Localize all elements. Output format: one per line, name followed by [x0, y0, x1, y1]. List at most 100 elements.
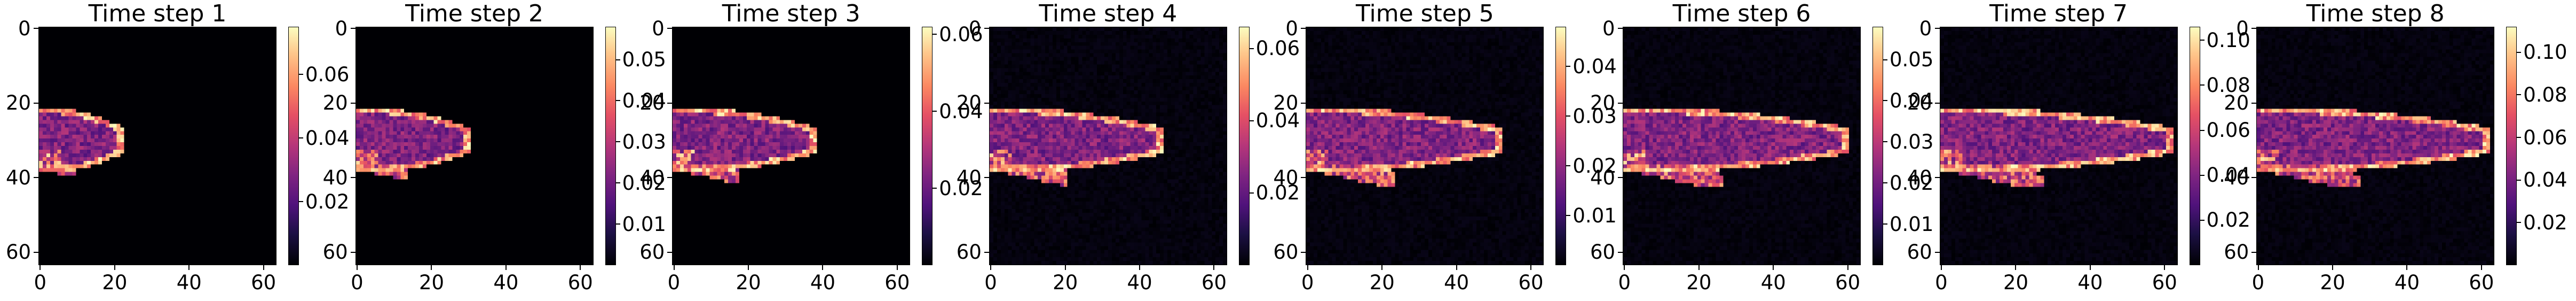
y-tick-mark: [667, 102, 673, 104]
x-tick-label: 40: [176, 271, 202, 294]
y-tick-mark: [984, 28, 989, 29]
x-tick-label: 60: [1201, 271, 1227, 294]
y-tick-mark: [1618, 102, 1623, 104]
colorbar-tick-mark: [1883, 182, 1887, 184]
subplot-title: Time step 7: [1989, 0, 2128, 27]
y-tick-label: 0: [2236, 17, 2249, 40]
colorbar-tick-label: 0.04: [2523, 168, 2567, 192]
colorbar: [1872, 27, 1883, 265]
x-tick-label: 60: [1835, 271, 1861, 294]
colorbar-tick-label: 0.04: [1573, 55, 1617, 78]
y-tick-label: 20: [956, 91, 982, 115]
colorbar-tick-mark: [1249, 120, 1254, 121]
y-tick-mark: [1618, 28, 1623, 29]
subplot-title: Time step 8: [2306, 0, 2445, 27]
colorbar-tick-label: 0.01: [1890, 212, 1934, 236]
colorbar-tick-mark: [2517, 179, 2522, 181]
colorbar-tick-label: 0.06: [1255, 37, 1300, 60]
subplot-title: Time step 2: [405, 0, 543, 27]
y-tick-mark: [2251, 251, 2257, 253]
heatmap-canvas: [1940, 27, 2177, 265]
x-tick-label: 20: [1053, 271, 1078, 294]
subplot-panel: Time step 7 0 20 40 60 0 20 40 60 0.02 0.04 0.06 0.0…: [1901, 0, 2250, 301]
colorbar-tick-mark: [299, 74, 303, 75]
heatmap-canvas: [989, 27, 1227, 265]
heatmap-image: [38, 27, 276, 265]
subplot-panel: Time step 6 0 20 40 60 0 20 40 60 0.01 0.02 0.03 0.0…: [1584, 0, 1933, 301]
y-tick-label: 20: [1273, 91, 1299, 115]
heatmap-image: [355, 27, 594, 265]
colorbar-tick-mark: [615, 141, 620, 143]
x-tick-mark: [1381, 265, 1383, 270]
colorbar: [288, 27, 299, 265]
x-tick-mark: [1773, 265, 1774, 270]
colorbar-tick-label: 0.10: [2206, 28, 2250, 52]
x-tick-label: 60: [1518, 271, 1544, 294]
x-tick-mark: [1307, 265, 1308, 270]
y-tick-mark: [34, 177, 38, 179]
colorbar-tick-label: 0.03: [622, 130, 666, 153]
x-tick-label: 60: [567, 271, 593, 294]
colorbar-tick-label: 0.02: [622, 171, 666, 195]
y-tick-label: 40: [1590, 166, 1616, 189]
colorbar-tick-mark: [2517, 222, 2522, 223]
subplot-panel: Time step 3 0 20 40 60 0 20 40 60 0.02 0.04 0.06: [634, 0, 983, 301]
y-tick-mark: [2251, 28, 2257, 29]
y-tick-label: 0: [968, 17, 982, 40]
x-tick-mark: [580, 265, 581, 270]
x-tick-mark: [2257, 265, 2259, 270]
colorbar-tick-label: 0.03: [1573, 104, 1617, 128]
y-tick-mark: [984, 251, 989, 253]
y-tick-label: 20: [2224, 91, 2249, 115]
y-tick-label: 60: [322, 241, 348, 264]
colorbar-tick-mark: [1883, 100, 1887, 102]
y-tick-mark: [2251, 177, 2257, 179]
colorbar-tick-mark: [2517, 94, 2522, 96]
x-tick-mark: [188, 265, 190, 270]
colorbar-tick-mark: [615, 223, 620, 225]
y-tick-label: 40: [1273, 166, 1299, 189]
x-tick-label: 60: [251, 271, 276, 294]
y-tick-mark: [34, 28, 38, 29]
y-tick-label: 0: [335, 17, 348, 40]
colorbar-tick-label: 0.10: [2523, 41, 2567, 64]
y-tick-mark: [667, 28, 673, 29]
colorbar-tick-label: 0.06: [939, 22, 983, 46]
x-tick-mark: [1847, 265, 1848, 270]
y-tick-mark: [350, 28, 355, 29]
y-tick-label: 40: [322, 166, 348, 189]
x-tick-mark: [2089, 265, 2091, 270]
colorbar-tick-mark: [1883, 223, 1887, 225]
x-tick-label: 0: [1301, 271, 1314, 294]
x-tick-label: 0: [667, 271, 681, 294]
colorbar-tick-label: 0.08: [2523, 83, 2567, 106]
colorbar-tick-mark: [1566, 66, 1571, 67]
y-tick-label: 20: [639, 91, 665, 115]
y-tick-label: 60: [956, 241, 982, 264]
y-tick-label: 40: [956, 166, 982, 189]
y-tick-mark: [667, 251, 673, 253]
y-tick-label: 0: [1602, 17, 1615, 40]
x-tick-label: 20: [418, 271, 445, 294]
x-tick-label: 20: [2003, 271, 2029, 294]
colorbar-tick-label: 0.04: [1890, 89, 1934, 112]
y-tick-mark: [350, 102, 355, 104]
x-tick-label: 40: [1127, 271, 1152, 294]
x-tick-mark: [357, 265, 358, 270]
x-tick-mark: [263, 265, 264, 270]
y-tick-mark: [34, 102, 38, 104]
colorbar-tick-mark: [1566, 165, 1571, 167]
colorbar-tick-mark: [1249, 48, 1254, 49]
x-tick-label: 0: [351, 271, 364, 294]
y-tick-mark: [1301, 28, 1306, 29]
heatmap-image: [1306, 27, 1544, 265]
colorbar-tick-mark: [1883, 59, 1887, 60]
x-tick-label: 20: [1369, 271, 1395, 294]
colorbar: [605, 27, 616, 265]
y-tick-mark: [984, 177, 989, 179]
x-tick-label: 0: [2251, 271, 2265, 294]
y-tick-label: 0: [1285, 17, 1298, 40]
y-tick-mark: [350, 251, 355, 253]
colorbar-tick-label: 0.06: [305, 63, 350, 86]
